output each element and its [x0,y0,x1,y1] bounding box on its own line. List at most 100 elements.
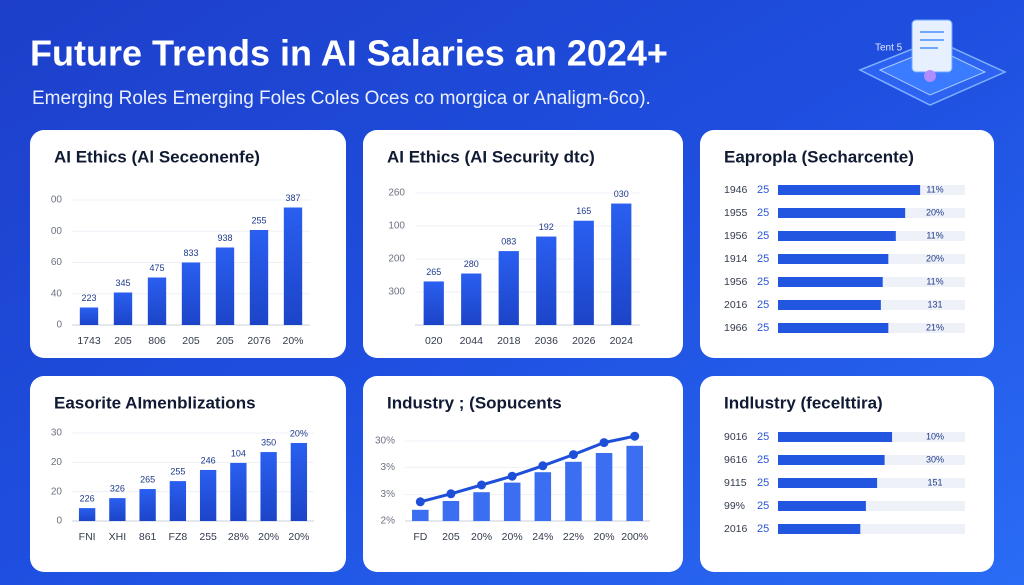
bar [778,524,861,534]
bar [778,254,889,264]
line-point [599,438,609,448]
page-title: Future Trends in AI Salaries an 2024+ [30,33,668,74]
data-label: 345 [115,278,130,288]
x-tick-label: 2036 [535,335,559,347]
row-code: 25 [757,500,769,512]
data-label: 833 [183,248,198,258]
bar [290,442,308,521]
y-tick-label: 30 [51,428,63,439]
icon [858,19,1007,106]
bar [461,273,482,325]
bar [473,492,490,521]
x-tick-label: FD [413,531,427,543]
bar [778,501,866,511]
card-title: Easorite AImenblizations [54,393,256,412]
bar [249,230,269,325]
line-point [507,471,517,481]
x-tick-label: 2044 [460,335,484,347]
row-label: 1956 [724,276,748,288]
y-tick-label: 300 [388,287,405,298]
x-tick-label: 20% [594,531,615,543]
bar [169,481,187,521]
y-tick-label: 3% [381,489,396,500]
bar [778,432,893,442]
y-tick-label: 20 [51,457,63,468]
x-tick-label: 24% [532,531,553,543]
data-label: 083 [501,236,516,246]
y-tick-label: 00 [51,195,63,206]
row-label: 99% [724,500,745,512]
row-code: 25 [757,431,769,443]
row-code: 25 [757,523,769,535]
y-tick-label: 20 [51,486,63,497]
y-tick-label: 0 [56,516,62,527]
row-label: 1914 [724,253,748,265]
badge: Tent 5 [875,43,903,54]
bar [778,455,885,465]
row-label: 1966 [724,322,748,334]
y-tick-label: 260 [388,188,405,199]
row-label: 9616 [724,454,748,466]
bar [498,251,519,325]
data-label: 255 [251,215,266,225]
y-tick-label: 60 [51,257,63,268]
bar [230,462,247,521]
bar [573,220,594,325]
bar [778,300,881,310]
data-label: 246 [201,455,216,465]
bar [778,231,896,241]
card-title: Industry ; (Sopucents [387,393,562,412]
bar [423,281,444,325]
bar [778,277,883,287]
data-label: 20% [926,207,944,217]
x-tick-label: 20% [282,335,303,347]
data-label: 30% [926,454,944,464]
x-tick-label: 020 [425,335,443,347]
data-label: 11% [926,184,943,194]
row-label: 2016 [724,523,748,535]
bar [260,452,277,521]
row-code: 25 [757,207,769,219]
row-label: 1955 [724,207,748,219]
row-label: 1946 [724,184,748,196]
bar [442,501,460,521]
x-tick-label: 205 [182,335,200,347]
data-label: 131 [927,299,942,309]
data-label: 20% [926,253,944,263]
bar [503,482,521,521]
row-code: 25 [757,454,769,466]
data-label: 938 [217,233,232,243]
line-point [415,497,425,507]
x-tick-label: 200% [621,531,648,543]
card [700,376,994,572]
bar-track [778,501,965,511]
data-label: 226 [80,493,95,503]
data-label: 265 [426,267,441,277]
x-tick-label: 205 [114,335,132,347]
bar [113,292,133,325]
bar [611,203,632,325]
x-tick-label: 2076 [247,335,271,347]
y-tick-label: 100 [388,221,405,232]
x-tick-label: 806 [148,335,166,347]
bar [109,498,126,521]
bar [778,478,878,488]
bar [79,307,99,325]
bar [147,277,167,325]
line-point [477,480,487,490]
page-subtitle: Emerging Roles Emerging Foles Coles Oces… [32,88,651,109]
line [419,434,635,504]
line-point [630,431,640,441]
line-point [446,489,456,499]
y-tick-label: 00 [51,226,63,237]
bar [595,453,613,521]
data-label: 10% [926,431,944,441]
x-tick-label: 2024 [610,335,634,347]
bar [139,489,156,521]
x-tick-label: FZ8 [169,531,188,543]
data-label: 387 [285,193,300,203]
card [30,376,346,572]
line-point [568,450,578,460]
card-title: AI Ethics (AI Security dtc) [387,147,595,166]
x-tick-label: 2026 [572,335,596,347]
